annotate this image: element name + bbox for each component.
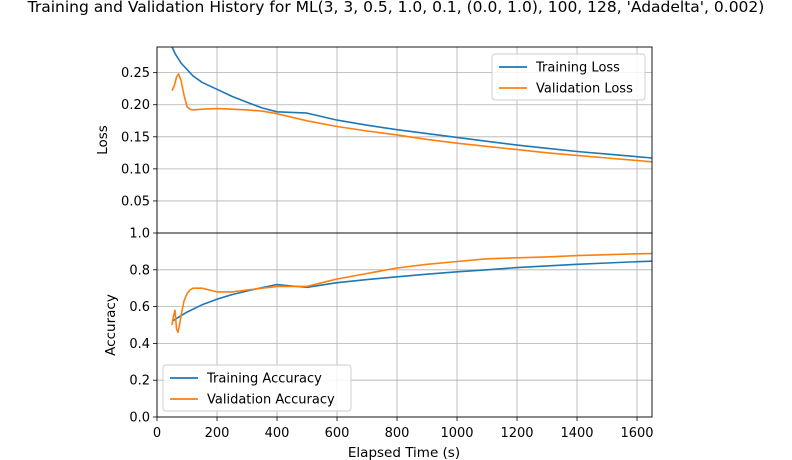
validation-accuracy-legend-label: Validation Accuracy [207,393,335,408]
accuracy-ytick-label: 1.0 [129,227,150,242]
training-accuracy-line [171,260,652,322]
xtick-label: 1400 [560,426,593,441]
loss-ytick-label: 0.10 [121,162,150,177]
accuracy-ytick-label: 0.0 [129,411,150,426]
accuracy-axes-frame [156,232,653,418]
xtick-label: 400 [265,426,290,441]
loss-panel: Loss 0.05 0.10 0.15 0.20 0.25 Training Loss Va… [95,46,653,234]
accuracy-ytick-label: 0.2 [129,374,150,389]
xtick-label: 1200 [500,426,533,441]
loss-ylabel: Loss [95,125,111,155]
loss-legend-box [491,53,646,101]
accuracy-ytick-label: 0.4 [129,337,150,352]
loss-legend: Training Loss Validation Loss [491,53,646,101]
accuracy-ytick-label: 0.8 [129,263,150,278]
loss-ytick-label: 0.15 [121,130,150,145]
accuracy-ytick-label: 0.6 [129,300,150,315]
figure-title: Training and Validation History for ML(3… [27,0,765,16]
validation-loss-legend-label: Validation Loss [536,82,633,97]
xtick-label: 600 [325,426,350,441]
xtick-label: 0 [153,426,161,441]
validation-loss-line [171,73,652,163]
accuracy-legend: Training Accuracy Validation Accuracy [162,364,352,412]
accuracy-panel: Accuracy Elapsed Time (s) 0.0 0.2 0.4 0.6 0.… [103,227,654,460]
loss-ytick-label: 0.05 [121,194,150,209]
loss-ytick-label: 0.20 [121,98,150,113]
accuracy-legend-box [162,364,352,412]
training-loss-legend-label: Training Loss [535,61,620,76]
x-axis-label: Elapsed Time (s) [348,445,460,460]
accuracy-ylabel: Accuracy [103,294,119,356]
xtick-label: 200 [205,426,230,441]
training-accuracy-legend-label: Training Accuracy [206,372,322,387]
training-loss-line [171,47,652,159]
xtick-label: 1000 [440,426,473,441]
xtick-label: 1600 [620,426,653,441]
loss-ytick-label: 0.25 [121,66,150,81]
validation-accuracy-line [171,252,652,334]
xtick-label: 800 [385,426,410,441]
